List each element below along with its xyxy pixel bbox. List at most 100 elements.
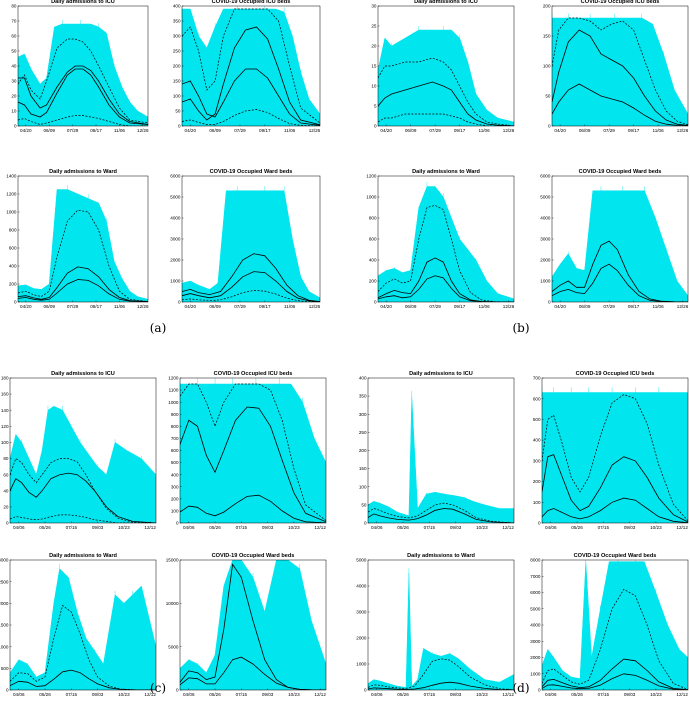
y-tick-label: 0 bbox=[6, 688, 9, 693]
y-tick-label: 200 bbox=[173, 64, 181, 69]
chart-panel-5: Daily admissions to Ward 0 200 400 600 800 100… bbox=[6, 169, 149, 309]
chart-title: Daily admissions to ICU bbox=[414, 0, 478, 5]
chart-panel-13: Daily admissions to Ward 0 500 1000 1500 2000… bbox=[0, 553, 156, 697]
x-tick-label: 05/26 bbox=[571, 525, 583, 530]
y-tick-label: 250 bbox=[173, 49, 181, 54]
x-tick-label: 12/26 bbox=[677, 304, 689, 309]
simulation-envelope bbox=[378, 29, 514, 126]
y-tick-label: 40 bbox=[11, 64, 17, 69]
y-tick-label: 150 bbox=[543, 34, 551, 39]
median-line bbox=[552, 240, 688, 302]
y-tick-label: 150 bbox=[173, 79, 181, 84]
chart-title: Daily admissions to ICU bbox=[409, 371, 473, 377]
y-tick-label: 1000 bbox=[170, 279, 181, 284]
axes-frame bbox=[367, 559, 515, 691]
simulation-envelope bbox=[368, 572, 514, 690]
x-tick-label: 07/15 bbox=[424, 525, 436, 530]
y-tick-label: 3000 bbox=[356, 610, 367, 615]
y-tick-label: 300 bbox=[533, 458, 541, 463]
chart-title: Daily admissions to ICU bbox=[51, 371, 115, 377]
x-tick-label: 06/09 bbox=[579, 304, 591, 309]
y-tick-label: 6000 bbox=[170, 174, 181, 179]
simulation-envelope bbox=[180, 560, 326, 690]
y-tick-label: 2000 bbox=[540, 258, 551, 263]
y-tick-label: 80 bbox=[11, 4, 17, 9]
y-tick-label: 300 bbox=[173, 34, 181, 39]
median-line bbox=[182, 271, 320, 302]
plot-area bbox=[182, 186, 320, 302]
y-tick-label: 8000 bbox=[530, 558, 541, 563]
simulation-envelope bbox=[542, 392, 688, 523]
x-tick-label: 10/23 bbox=[476, 525, 488, 530]
y-tick-label: 600 bbox=[9, 246, 17, 251]
simulation-envelope bbox=[182, 190, 320, 302]
x-tick-label: 06/09 bbox=[43, 304, 55, 309]
x-tick-label: 04/20 bbox=[554, 304, 566, 309]
simulation-envelope bbox=[18, 23, 148, 126]
x-tick-label: 10/23 bbox=[118, 692, 130, 697]
quantile-line bbox=[542, 588, 688, 690]
x-tick-label: 10/23 bbox=[288, 692, 300, 697]
y-tick-label: 6000 bbox=[530, 590, 541, 595]
y-tick-label: 500 bbox=[533, 417, 541, 422]
plot-area bbox=[182, 6, 320, 126]
x-tick-label: 05/26 bbox=[397, 525, 409, 530]
x-tick-label: 09/03 bbox=[624, 692, 636, 697]
quantile-line bbox=[180, 383, 326, 521]
chart-panel-11: Daily admissions to ICU 0 50 100 150 200 250 30… bbox=[359, 371, 515, 530]
x-tick-label: 04/20 bbox=[380, 128, 392, 133]
median-line bbox=[182, 26, 320, 126]
y-tick-label: 300 bbox=[359, 412, 367, 417]
simulation-envelope bbox=[182, 8, 320, 126]
x-tick-label: 06/09 bbox=[579, 128, 591, 133]
simulation-envelope bbox=[180, 383, 326, 523]
y-tick-label: 20 bbox=[11, 94, 17, 99]
quantile-line bbox=[18, 209, 148, 302]
y-tick-label: 0 bbox=[538, 521, 541, 526]
plot-area bbox=[552, 186, 688, 302]
plot-area bbox=[542, 560, 688, 690]
plot-area bbox=[180, 560, 326, 690]
y-tick-label: 200 bbox=[359, 448, 367, 453]
x-tick-label: 11/06 bbox=[653, 128, 665, 133]
y-tick-label: 2500 bbox=[0, 579, 9, 584]
median-line bbox=[182, 253, 320, 302]
x-tick-label: 12/26 bbox=[503, 128, 515, 133]
x-tick-label: 07/15 bbox=[598, 525, 610, 530]
x-tick-label: 11/06 bbox=[479, 304, 491, 309]
y-tick-label: 5000 bbox=[530, 606, 541, 611]
y-tick-label: 5000 bbox=[356, 558, 367, 563]
y-tick-label: 0 bbox=[548, 300, 551, 305]
x-tick-label: 09/17 bbox=[90, 304, 102, 309]
median-line bbox=[542, 497, 688, 523]
median-line bbox=[552, 83, 688, 126]
y-tick-label: 1000 bbox=[530, 671, 541, 676]
y-tick-label: 4000 bbox=[530, 623, 541, 628]
x-tick-label: 07/29 bbox=[67, 128, 79, 133]
y-tick-label: 10 bbox=[11, 109, 17, 114]
y-tick-label: 50 bbox=[175, 109, 181, 114]
y-tick-label: 1200 bbox=[168, 376, 179, 381]
chart-title: Daily admissions to Ward bbox=[412, 169, 480, 175]
median-line bbox=[368, 681, 514, 690]
simulation-envelope bbox=[10, 568, 156, 690]
y-tick-label: 50 bbox=[11, 49, 17, 54]
median-line bbox=[552, 29, 688, 126]
quantile-line bbox=[368, 502, 514, 523]
panel-caption: (b) bbox=[512, 321, 529, 335]
chart-title: COVID-19 Occupied ICU beds bbox=[214, 371, 293, 377]
y-tick-label: 1000 bbox=[356, 662, 367, 667]
x-tick-label: 09/17 bbox=[90, 128, 102, 133]
x-tick-label: 06/09 bbox=[405, 304, 417, 309]
simulation-envelope bbox=[378, 186, 514, 302]
quantile-line bbox=[10, 514, 156, 523]
y-tick-label: 100 bbox=[1, 440, 9, 445]
y-tick-label: 100 bbox=[543, 64, 551, 69]
median-line bbox=[18, 68, 148, 125]
median-line bbox=[552, 263, 688, 302]
y-tick-label: 4000 bbox=[170, 216, 181, 221]
x-tick-label: 12/12 bbox=[502, 525, 514, 530]
y-tick-label: 500 bbox=[1, 666, 9, 671]
chart-title: Daily admissions to Ward bbox=[49, 553, 117, 559]
panel-caption: (a) bbox=[150, 321, 167, 335]
